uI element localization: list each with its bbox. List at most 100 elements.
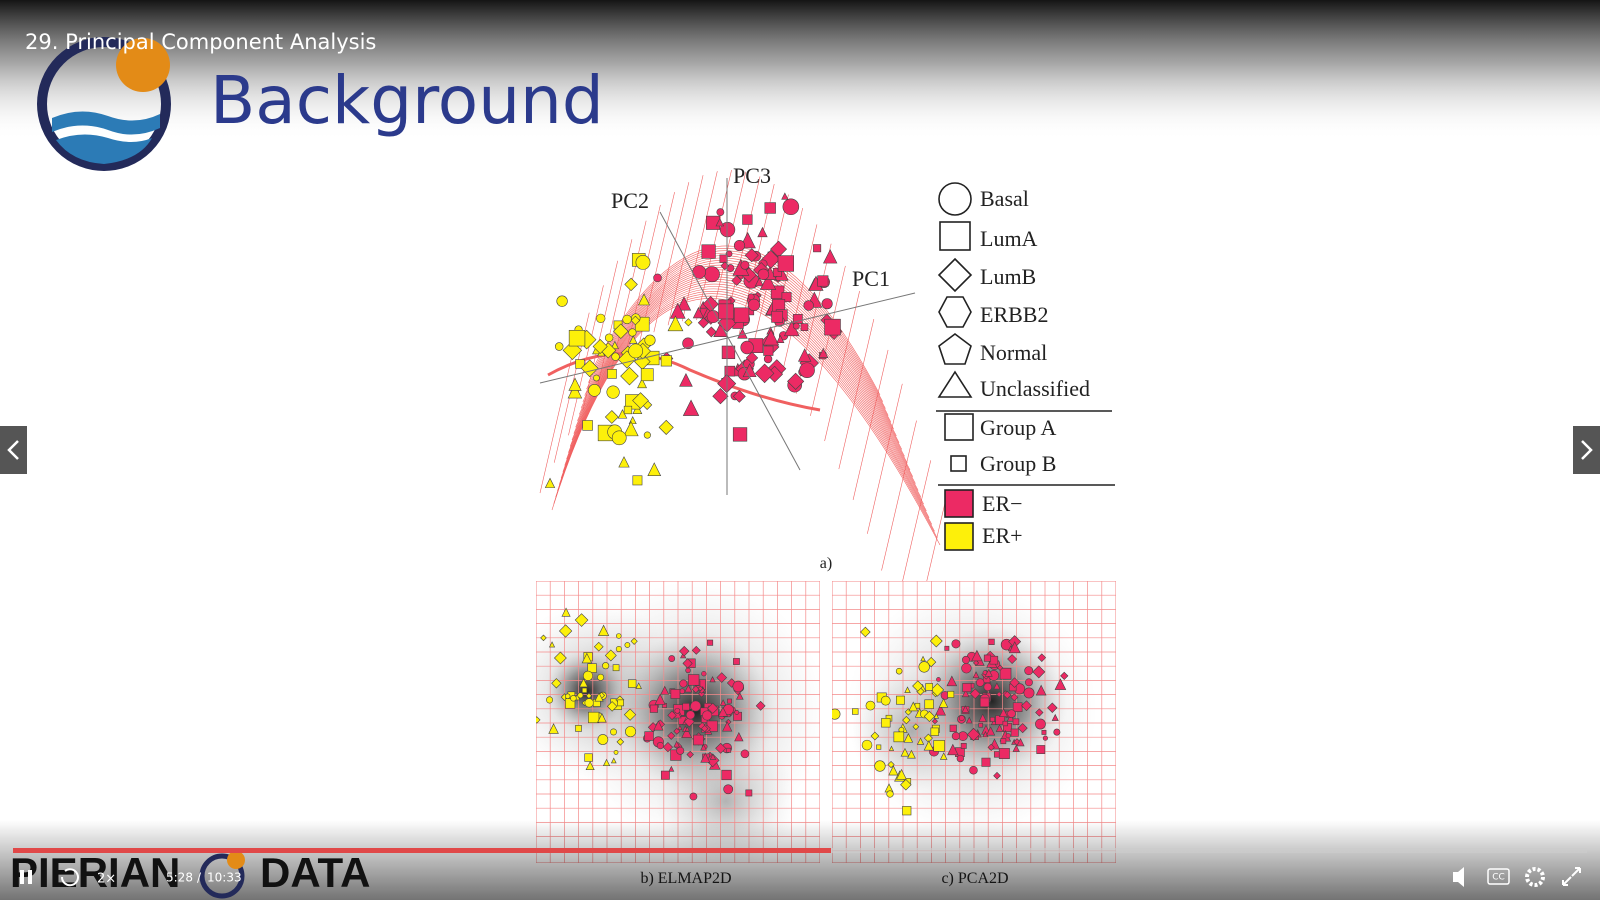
point: [584, 753, 593, 762]
point: [674, 707, 681, 714]
point: [556, 295, 568, 307]
point: [697, 685, 704, 692]
point: [630, 637, 638, 645]
settings-button[interactable]: [1525, 867, 1545, 887]
speed[interactable]: 2×: [97, 872, 116, 887]
point: [568, 329, 586, 347]
point: [747, 298, 761, 311]
rewind-button[interactable]: [60, 868, 79, 887]
point: [660, 685, 670, 695]
point: [734, 710, 740, 715]
point: [821, 298, 833, 310]
point: [933, 740, 945, 752]
point: [923, 710, 935, 722]
point: [623, 405, 633, 415]
point: [718, 303, 734, 320]
point: [622, 314, 632, 325]
panel-label: a): [820, 555, 832, 572]
legend-label: ER+: [982, 523, 1023, 548]
point: [1016, 738, 1025, 747]
point: [612, 664, 620, 672]
pause-button[interactable]: [20, 870, 32, 884]
point: [895, 667, 903, 675]
point: [995, 724, 1004, 732]
point: [677, 724, 683, 730]
mesh-line: [553, 295, 938, 539]
point: [686, 750, 694, 759]
point: [979, 697, 990, 708]
brand-logo-icon: [227, 851, 245, 869]
point: [546, 696, 554, 704]
point: [716, 672, 728, 683]
point: [757, 268, 770, 281]
point: [593, 641, 604, 652]
point: [647, 462, 662, 476]
point: [594, 692, 604, 702]
point: [592, 338, 608, 354]
captions-button[interactable]: [1487, 868, 1510, 885]
point: [727, 698, 732, 704]
point: [771, 310, 783, 323]
next-button[interactable]: [1573, 426, 1600, 474]
point: [687, 674, 700, 686]
point: [947, 743, 959, 756]
point: [1047, 702, 1058, 713]
point: [817, 275, 829, 287]
point: [764, 202, 776, 214]
point: [996, 664, 1004, 671]
point: [902, 806, 912, 816]
point: [1023, 687, 1035, 699]
point: [567, 383, 583, 399]
axis-label: PC3: [733, 163, 771, 188]
figure-a: [539, 169, 946, 653]
point: [776, 334, 785, 343]
point: [962, 683, 972, 693]
point: [951, 639, 961, 649]
point: [893, 731, 905, 743]
point: [996, 691, 1003, 698]
point: [978, 722, 984, 728]
point: [969, 765, 978, 775]
point: [582, 670, 594, 681]
volume-button[interactable]: [1453, 867, 1464, 887]
point: [923, 740, 934, 751]
mesh-line: [667, 175, 704, 326]
current-time: 5:28: [166, 871, 193, 885]
point: [597, 712, 607, 723]
point: [975, 678, 985, 687]
progress-played[interactable]: [13, 848, 831, 853]
point: [679, 645, 690, 657]
mesh-line: [824, 290, 860, 442]
point: [705, 753, 720, 768]
point: [781, 192, 789, 200]
point: [679, 679, 688, 688]
axis-label: PC2: [611, 188, 649, 213]
point: [1005, 733, 1011, 739]
point: [904, 686, 911, 693]
point: [700, 752, 711, 763]
point: [578, 678, 589, 688]
point: [623, 420, 639, 437]
point: [712, 388, 729, 405]
point: [759, 273, 777, 290]
point: [588, 711, 600, 724]
point: [587, 663, 597, 673]
point: [581, 687, 588, 693]
point: [983, 654, 991, 662]
point: [763, 354, 773, 364]
legend-label: Group A: [980, 415, 1057, 440]
point: [632, 392, 649, 409]
legend-label: LumA: [980, 226, 1038, 251]
point: [575, 725, 582, 732]
point: [983, 682, 992, 692]
point: [1009, 677, 1020, 688]
point: [653, 273, 662, 283]
point: [740, 340, 754, 355]
prev-button[interactable]: [0, 426, 27, 474]
point: [597, 673, 605, 681]
fullscreen-button[interactable]: [1562, 867, 1581, 886]
point: [947, 690, 955, 698]
point: [732, 427, 748, 442]
point: [823, 249, 838, 264]
